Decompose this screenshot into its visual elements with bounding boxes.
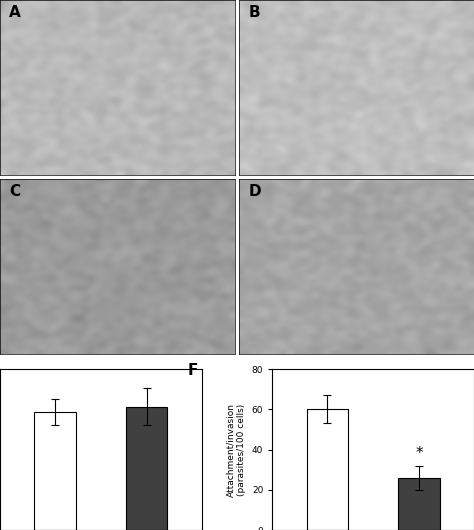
Y-axis label: Attachment/invasion
(parasites/100 cells): Attachment/invasion (parasites/100 cells… (227, 403, 246, 497)
Text: C: C (9, 184, 20, 199)
Text: D: D (249, 184, 261, 199)
Bar (398, 478, 439, 530)
Bar (307, 409, 348, 530)
Text: B: B (249, 5, 260, 20)
Text: A: A (9, 5, 21, 20)
Text: *: * (415, 446, 423, 461)
Text: F: F (188, 363, 198, 378)
Bar (35, 412, 76, 530)
Bar (126, 407, 167, 530)
